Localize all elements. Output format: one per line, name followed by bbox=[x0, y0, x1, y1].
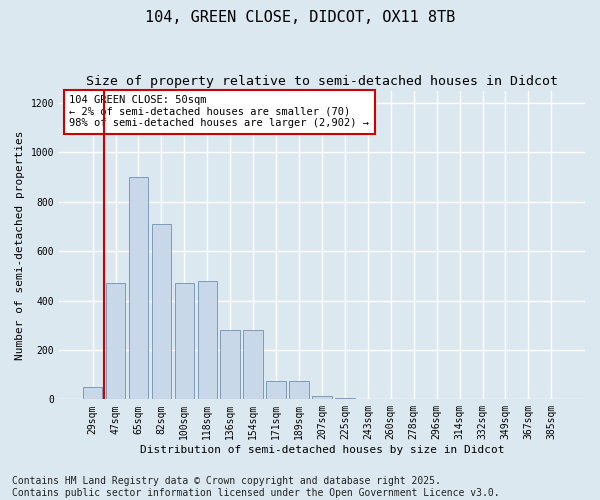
Title: Size of property relative to semi-detached houses in Didcot: Size of property relative to semi-detach… bbox=[86, 75, 558, 88]
Text: 104 GREEN CLOSE: 50sqm
← 2% of semi-detached houses are smaller (70)
98% of semi: 104 GREEN CLOSE: 50sqm ← 2% of semi-deta… bbox=[70, 95, 370, 128]
Y-axis label: Number of semi-detached properties: Number of semi-detached properties bbox=[15, 130, 25, 360]
Bar bbox=[83, 387, 103, 400]
Bar bbox=[244, 330, 263, 400]
Bar bbox=[220, 330, 240, 400]
Bar bbox=[152, 224, 171, 400]
X-axis label: Distribution of semi-detached houses by size in Didcot: Distribution of semi-detached houses by … bbox=[140, 445, 504, 455]
Bar bbox=[289, 381, 309, 400]
Bar bbox=[129, 177, 148, 400]
Bar bbox=[312, 396, 332, 400]
Bar bbox=[175, 283, 194, 400]
Bar bbox=[266, 381, 286, 400]
Text: 104, GREEN CLOSE, DIDCOT, OX11 8TB: 104, GREEN CLOSE, DIDCOT, OX11 8TB bbox=[145, 10, 455, 25]
Bar bbox=[106, 283, 125, 400]
Bar bbox=[335, 398, 355, 400]
Bar bbox=[197, 281, 217, 400]
Text: Contains HM Land Registry data © Crown copyright and database right 2025.
Contai: Contains HM Land Registry data © Crown c… bbox=[12, 476, 500, 498]
